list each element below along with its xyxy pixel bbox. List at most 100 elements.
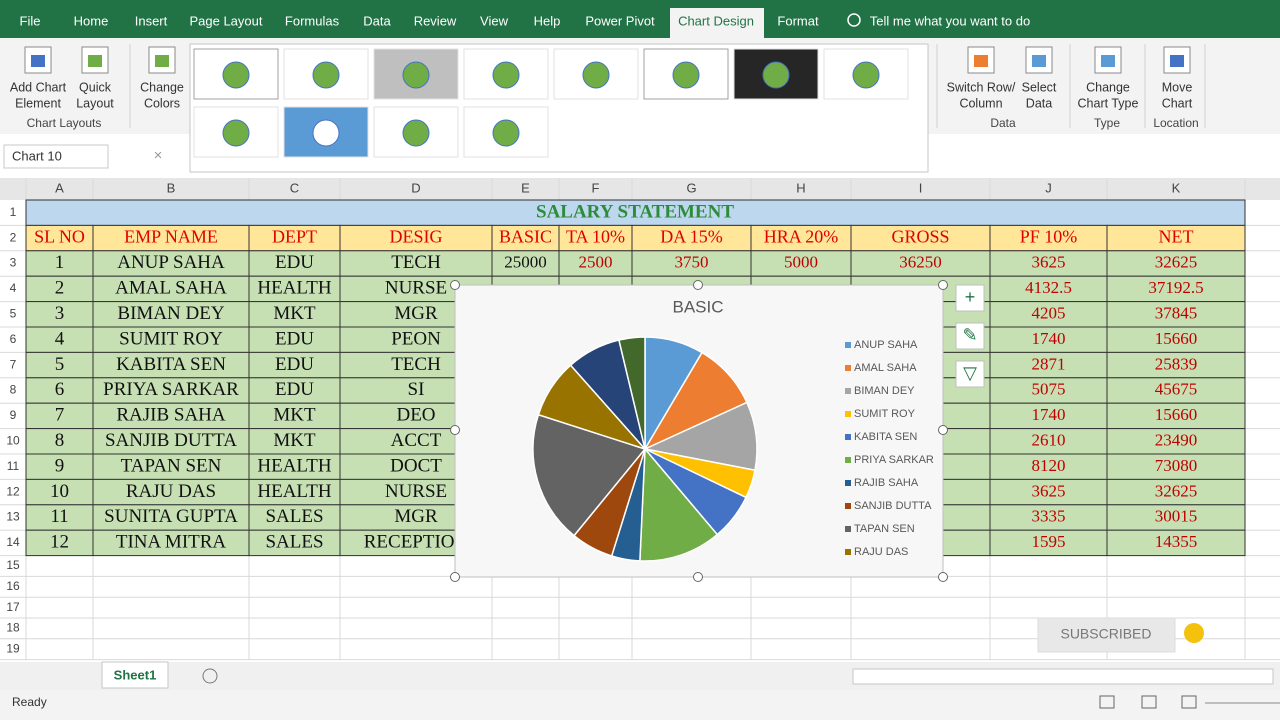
column-header: F [592,180,600,195]
status-bar [0,690,1280,720]
cell-text: MGR [394,303,438,324]
ribbon-tab[interactable]: Insert [135,13,168,28]
data-cell [92,428,250,455]
sheet-tab[interactable] [101,661,169,689]
cell-text: 32625 [1155,253,1198,272]
resize-handle[interactable] [450,425,460,435]
view-button[interactable] [1181,695,1197,709]
ribbon-tab[interactable]: File [20,13,41,28]
cell-text: 2610 [1032,431,1066,450]
view-button[interactable] [1099,695,1115,709]
data-cell [989,377,1108,404]
ribbon-tab[interactable]: Help [534,13,561,28]
data-cell [92,504,250,531]
cell-text: EDU [275,379,314,400]
ribbon-button-label[interactable]: Quick [79,80,112,94]
cell-text: SALES [265,506,323,527]
subscribe-button[interactable] [1037,617,1176,653]
ribbon-button-label[interactable]: Element [15,96,61,110]
view-button[interactable] [1141,695,1157,709]
chart-side-button[interactable] [955,360,985,388]
ribbon-button-label[interactable]: Layout [76,96,114,110]
ribbon-button-label[interactable]: Select [1022,80,1057,94]
data-cell [92,478,250,506]
ribbon-tab[interactable]: Review [414,13,457,28]
data-cell [989,428,1108,455]
data-cell [1106,250,1246,277]
cell-text: 6 [55,379,65,400]
ribbon-tab[interactable]: Formulas [285,13,340,28]
legend-label: KABITA SEN [854,431,917,443]
ribbon-button-label[interactable]: Chart Type [1078,96,1139,110]
horizontal-scrollbar[interactable] [852,668,1274,685]
ribbon-tab[interactable]: Chart Design [678,13,754,28]
add-sheet-button[interactable] [202,668,218,684]
resize-handle[interactable] [693,572,703,582]
legend-swatch [845,342,851,348]
ribbon-tab[interactable]: View [480,13,509,28]
ribbon-button-label[interactable]: Change [1086,80,1130,94]
cell-text: 5075 [1032,380,1066,399]
cell-text: 2 [55,278,65,299]
ribbon-tab[interactable]: Home [74,13,109,28]
chart-style-pie [312,119,340,147]
ribbon-button-label[interactable]: Switch Row/ [947,80,1016,94]
row-header: 11 [7,459,20,473]
legend-label: SANJIB DUTTA [854,500,932,512]
chart-side-button[interactable] [955,284,985,312]
column-header: C [290,180,299,195]
chart-side-button[interactable] [955,322,985,350]
cell-text: NURSE [385,481,447,502]
ribbon-button-label[interactable]: Chart [1162,96,1193,110]
ribbon-button-label[interactable]: Column [959,96,1002,110]
cell-text: 4132.5 [1025,278,1072,297]
cell-text: 30015 [1155,507,1198,526]
resize-handle[interactable] [938,572,948,582]
resize-handle[interactable] [938,280,948,290]
ribbon-button-label[interactable]: Data [1026,96,1052,110]
cell-text: 1595 [1032,532,1066,551]
data-cell [92,275,250,303]
name-box[interactable] [3,144,109,169]
cell-text: 1740 [1032,405,1066,424]
header-cell [92,224,250,252]
resize-handle[interactable] [450,280,460,290]
cancel-icon[interactable]: × [154,147,163,164]
ribbon-tab[interactable]: Data [363,13,391,28]
column-header: K [1172,180,1181,195]
ribbon-tab[interactable]: Power Pivot [585,13,655,28]
ribbon-button-label[interactable]: Colors [144,96,180,110]
cell-text: 1 [55,252,65,273]
data-cell [92,377,250,404]
header-cell [558,224,633,252]
chart-style-pie [402,119,430,147]
resize-handle[interactable] [693,280,703,290]
resize-handle[interactable] [450,572,460,582]
ribbon-tab[interactable]: Page Layout [189,13,262,28]
ribbon-tab[interactable]: Tell me what you want to do [870,13,1030,28]
cell-text: 3625 [1032,481,1066,500]
group-label: Chart Layouts [27,116,102,130]
ribbon-button-label[interactable]: Change [140,80,184,94]
legend-swatch [845,365,851,371]
data-cell [92,351,250,379]
cell-text: MKT [273,303,316,324]
cell-text: EDU [275,328,314,349]
legend-label: PRIYA SARKAR [854,454,934,466]
pie-slice [618,336,646,450]
ribbon-button-label[interactable]: Move [1162,80,1193,94]
cell-text: ANUP SAHA [117,252,225,273]
cell-text: 3 [55,303,65,324]
ribbon-button-label[interactable]: Add Chart [10,80,67,94]
cell-text: HEALTH [257,481,332,502]
pie-slice [532,413,647,537]
cell-text: 23490 [1155,431,1198,450]
resize-handle[interactable] [938,425,948,435]
row-header: 5 [10,306,17,320]
legend-swatch [845,503,851,509]
cell-text: MKT [273,430,316,451]
ribbon-tab[interactable]: Format [777,13,819,28]
cell-text: 3625 [1032,253,1066,272]
cell-text: BIMAN DEY [117,303,224,324]
row-header: 6 [10,332,17,346]
